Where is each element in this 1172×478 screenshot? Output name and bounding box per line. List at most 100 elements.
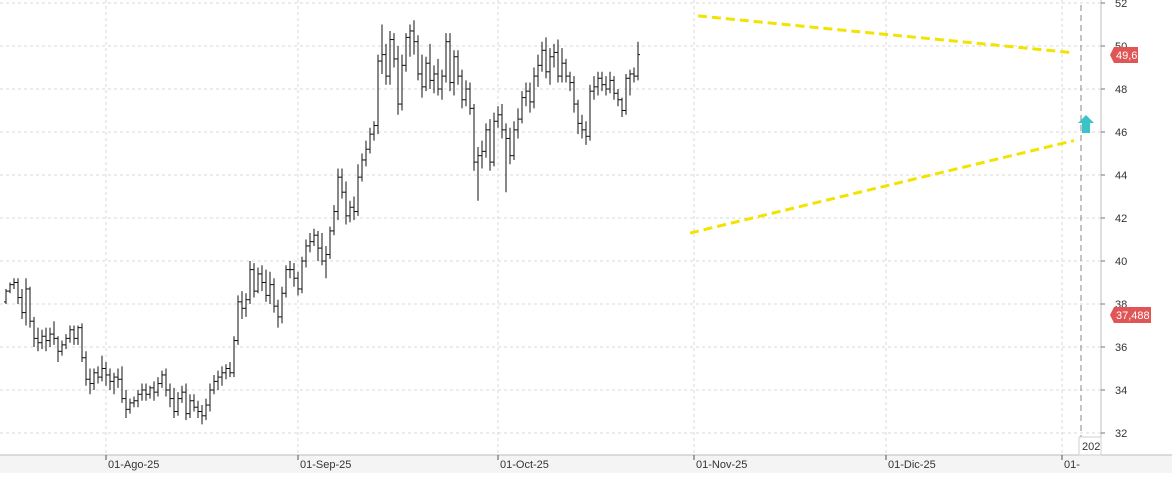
ohlc-bar — [60, 340, 64, 356]
ohlc-bar — [252, 263, 256, 298]
ohlc-bar — [4, 288, 8, 304]
ohlc-bar — [464, 80, 468, 107]
ohlc-bar — [496, 106, 500, 128]
ohlc-bar — [332, 205, 336, 236]
ohlc-bar — [328, 226, 332, 259]
y-tick-label: 42 — [1115, 213, 1127, 225]
ohlc-bar — [520, 91, 524, 124]
ohlc-bar — [404, 33, 408, 72]
ohlc-bar — [428, 43, 432, 89]
ohlc-bar — [164, 368, 168, 397]
ohlc-bar — [516, 108, 520, 139]
ohlc-bar — [476, 147, 480, 201]
ohlc-bar — [32, 316, 36, 347]
ohlc-bar — [340, 168, 344, 199]
ohlc-bar — [484, 123, 488, 158]
ohlc-bar — [292, 263, 296, 287]
ohlc-bar — [40, 329, 44, 350]
ohlc-bar — [448, 33, 452, 92]
ohlc-bar — [28, 286, 32, 328]
ohlc-bar — [468, 82, 472, 115]
y-tick-label: 48 — [1115, 84, 1127, 96]
price-axis-panel — [1101, 0, 1172, 473]
ohlc-bar — [144, 383, 148, 401]
ohlc-bar — [320, 233, 324, 266]
ohlc-bar — [380, 24, 384, 74]
ohlc-bar — [284, 265, 288, 298]
ohlc-bar — [624, 73, 628, 115]
resistance-trendline — [697, 14, 1071, 54]
ohlc-bar — [604, 76, 608, 96]
y-tick-label: 46 — [1115, 127, 1127, 139]
last-price-value: 49,6 — [1116, 50, 1137, 62]
ohlc-bar — [360, 153, 364, 182]
ohlc-bar — [356, 164, 360, 216]
ohlc-bar — [424, 56, 428, 92]
ohlc-bar — [52, 321, 56, 345]
ohlc-bar — [432, 65, 436, 94]
ohlc-bar — [560, 48, 564, 83]
ohlc-bar — [260, 265, 264, 292]
ohlc-bar — [452, 50, 456, 96]
x-tick-label: 01-Sep-25 — [300, 459, 351, 471]
ohlc-bar — [300, 256, 304, 294]
x-tick-label: 01- — [1064, 459, 1080, 471]
price-bars-layer — [4, 20, 640, 425]
ohlc-bar — [552, 43, 556, 68]
ohlc-bar — [444, 33, 448, 83]
last-price-badge: 49,6 — [1110, 47, 1138, 63]
ohlc-bar — [564, 58, 568, 83]
y-tick-label: 32 — [1115, 428, 1127, 440]
ohlc-bar — [172, 387, 176, 418]
ohlc-bar — [592, 76, 596, 100]
up-arrow-stem — [1082, 123, 1090, 133]
ohlc-bar — [532, 67, 536, 109]
ohlc-bar — [8, 282, 12, 294]
ohlc-bar — [76, 325, 80, 345]
ohlc-bar — [540, 41, 544, 72]
ohlc-bar — [84, 351, 88, 386]
ohlc-bar — [20, 288, 24, 320]
time-axis-panel — [0, 455, 1172, 473]
ohlc-bar — [568, 71, 572, 92]
up-arrow-icon — [1078, 115, 1094, 123]
ohlc-bar — [576, 99, 580, 135]
ohlc-bar — [304, 239, 308, 268]
ohlc-bar — [132, 396, 136, 408]
ohlc-bar — [348, 200, 352, 223]
ohlc-bar — [440, 69, 444, 100]
ohlc-bar — [556, 39, 560, 83]
ohlc-bar — [112, 372, 116, 395]
ohlc-bar — [64, 334, 68, 350]
ohlc-bar — [316, 230, 320, 261]
ohlc-bar — [160, 370, 164, 388]
ohlc-bar — [24, 278, 28, 326]
y-tick-label: 34 — [1115, 385, 1127, 397]
ohlc-bar — [420, 54, 424, 98]
ohlc-bar — [312, 228, 316, 246]
ohlc-bar — [88, 368, 92, 395]
ohlc-bar — [104, 362, 108, 386]
ohlc-bar — [508, 127, 512, 165]
ohlc-bar — [588, 84, 592, 141]
ohlc-bar — [368, 127, 372, 154]
ma-value: 37,488 — [1116, 310, 1150, 322]
ohlc-bar — [208, 383, 212, 412]
ohlc-bar — [324, 245, 328, 279]
x-tick-label: 01-Nov-25 — [696, 459, 747, 471]
ohlc-bar — [276, 299, 280, 328]
ohlc-bar — [504, 123, 508, 193]
ohlc-bar — [364, 140, 368, 167]
ohlc-bar — [12, 278, 16, 289]
support-trendline — [689, 139, 1075, 235]
ohlc-bar — [280, 286, 284, 324]
ohlc-bar — [352, 196, 356, 221]
ohlc-bar — [512, 121, 516, 160]
time-axis: 01-Ago-25 01-Sep-25 01-Oct-25 01-Nov-25 01-D… — [105, 455, 1080, 471]
ohlc-bar — [224, 364, 228, 380]
y-tick-label: 44 — [1115, 170, 1127, 182]
ohlc-bar — [528, 82, 532, 113]
ohlc-bar — [116, 368, 120, 388]
